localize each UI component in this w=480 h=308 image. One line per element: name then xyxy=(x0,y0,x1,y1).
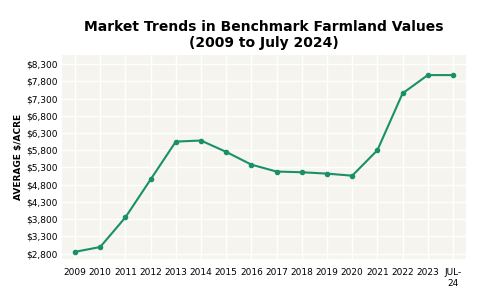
Y-axis label: AVERAGE $/ACRE: AVERAGE $/ACRE xyxy=(14,114,23,200)
Title: Market Trends in Benchmark Farmland Values
(2009 to July 2024): Market Trends in Benchmark Farmland Valu… xyxy=(84,20,444,50)
